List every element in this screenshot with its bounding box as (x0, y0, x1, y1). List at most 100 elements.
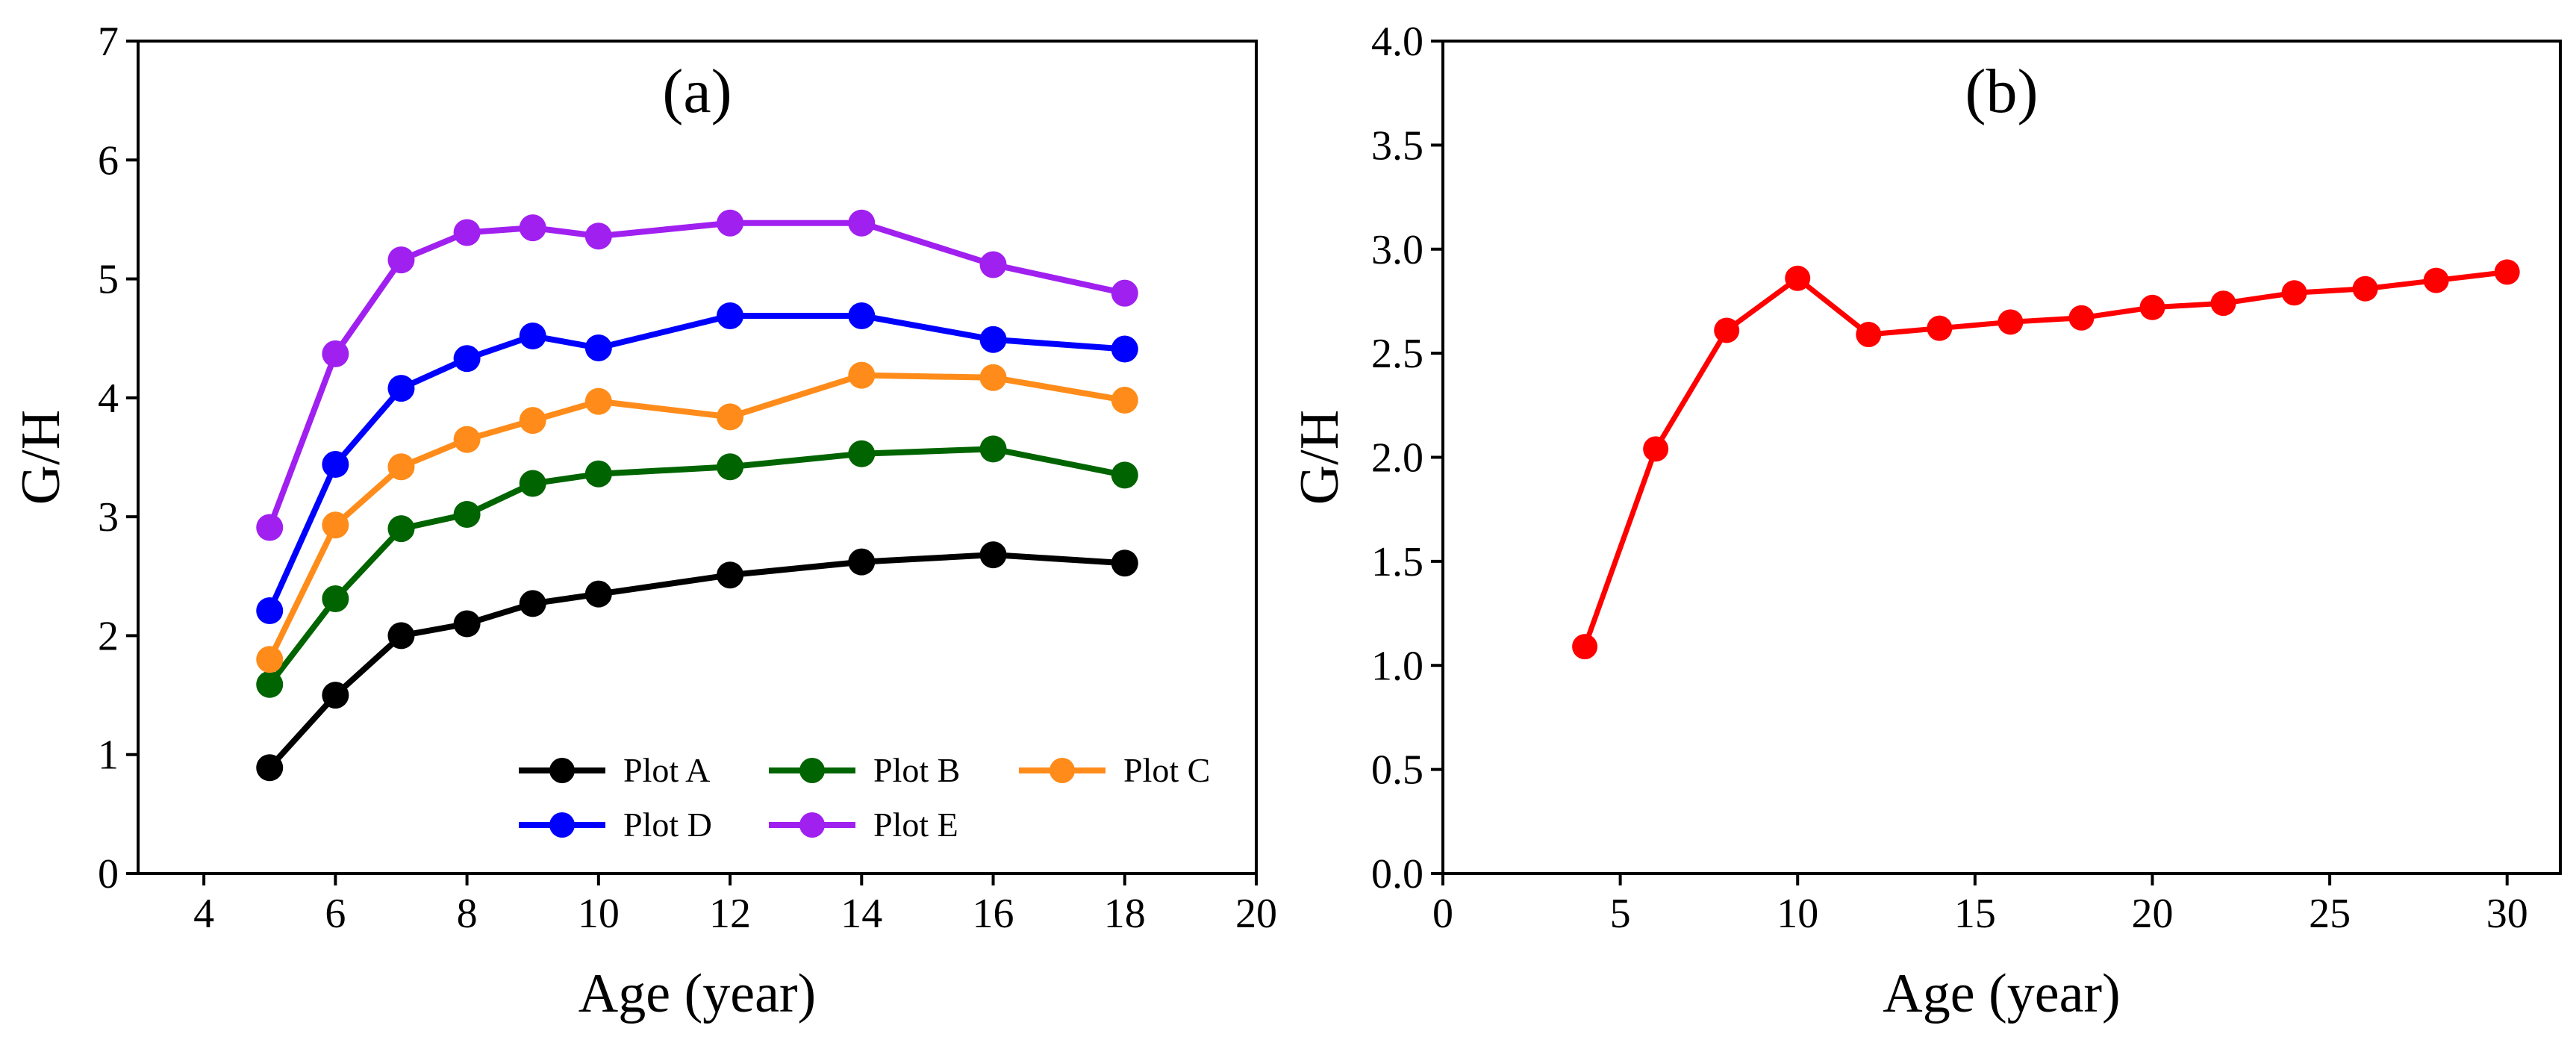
y-tick-label: 1.5 (1371, 539, 1423, 585)
series-line (266, 219, 1126, 529)
data-point (2210, 290, 2236, 317)
data-point (519, 590, 546, 617)
data-point (256, 754, 284, 782)
data-point (848, 209, 876, 237)
x-tick-label: 30 (2486, 891, 2528, 937)
data-point (717, 403, 744, 431)
data-point (387, 515, 415, 543)
data-point (979, 541, 1007, 569)
legend-swatch-marker (549, 812, 575, 838)
panel-label: (a) (662, 57, 732, 126)
data-point (1998, 309, 2024, 335)
data-point (848, 361, 876, 389)
data-point (453, 426, 481, 453)
data-point (2423, 267, 2449, 293)
data-point (979, 364, 1007, 391)
x-tick-label: 10 (1777, 891, 1818, 937)
data-point (848, 548, 876, 576)
y-tick-label: 1.0 (1371, 643, 1423, 689)
y-tick-label: 0 (98, 851, 119, 897)
data-point (453, 345, 481, 373)
data-point (387, 622, 415, 650)
y-tick-label: 4 (98, 376, 119, 422)
data-point (453, 219, 481, 246)
data-point (1572, 634, 1598, 660)
legend-swatch-marker (549, 758, 575, 783)
series-line (267, 552, 1126, 770)
data-point (584, 387, 612, 415)
data-point (2139, 294, 2165, 320)
data-point (717, 561, 744, 589)
x-tick-label: 18 (1104, 891, 1146, 937)
data-point (717, 209, 744, 237)
y-tick-label: 7 (98, 19, 119, 65)
legend-label: Plot B (873, 751, 960, 789)
data-point (1643, 436, 1669, 462)
y-tick-label: 3.5 (1371, 122, 1423, 169)
data-point (453, 500, 481, 528)
chart-panel-b: 0 5 10 15 20 25 30 0.0 0.5 1.0 1.5 2.0 2.5 3.0 3.5 4.0 A… (1289, 19, 2562, 1024)
panel-label: (b) (1965, 57, 2039, 126)
data-point (979, 326, 1007, 353)
data-point (1856, 322, 1882, 348)
data-point (584, 460, 612, 488)
data-point (387, 246, 415, 274)
data-point (848, 302, 876, 329)
data-point (519, 470, 546, 497)
data-point (848, 440, 876, 467)
data-point (717, 302, 744, 329)
data-point (453, 610, 481, 638)
legend-swatch-marker (1050, 758, 1075, 783)
data-point (1111, 279, 1138, 307)
y-tick-label: 2.0 (1371, 435, 1423, 482)
x-tick-label: 6 (325, 891, 346, 937)
data-point (584, 222, 612, 250)
data-point (322, 451, 349, 479)
data-point (584, 334, 612, 361)
series-line (267, 446, 1126, 687)
y-tick-label: 2 (98, 613, 119, 659)
x-tick-label: 4 (193, 891, 214, 937)
data-point (2352, 275, 2378, 302)
legend-label: Plot D (623, 806, 712, 844)
plot-frame (137, 40, 1258, 875)
x-tick-label: 20 (1235, 891, 1277, 937)
y-tick-label: 6 (98, 137, 119, 184)
data-point (1785, 265, 1811, 291)
y-tick-label: 0.0 (1371, 851, 1423, 897)
y-tick-label: 2.5 (1371, 331, 1423, 377)
legend-swatch-marker (799, 812, 825, 838)
data-point (256, 514, 284, 541)
data-point (1111, 549, 1138, 577)
data-point (519, 323, 546, 350)
legend-label: Plot C (1123, 751, 1210, 789)
x-tick-label: 8 (457, 891, 478, 937)
data-point (1111, 335, 1138, 363)
y-tick-label: 3 (98, 494, 119, 541)
data-point (322, 585, 349, 613)
data-point (387, 375, 415, 402)
x-tick-label: 0 (1432, 891, 1453, 937)
data-point (717, 453, 744, 481)
data-point (2494, 259, 2520, 285)
series-line (266, 312, 1126, 612)
x-tick-label: 25 (2309, 891, 2351, 937)
y-tick-label: 4.0 (1371, 19, 1423, 65)
data-point (979, 435, 1007, 463)
legend-swatch-marker (799, 758, 825, 783)
y-tick-label: 0.5 (1371, 747, 1423, 794)
data-point (519, 407, 546, 435)
plot-frame (1441, 40, 2562, 875)
data-point (584, 580, 612, 608)
data-point (387, 453, 415, 481)
data-point (979, 251, 1007, 278)
y-tick-label: 1 (98, 732, 119, 779)
data-point (256, 597, 284, 624)
x-axis-title: Age (year) (578, 963, 816, 1024)
series-line (266, 372, 1126, 661)
data-point (322, 340, 349, 367)
data-point (1714, 317, 1740, 343)
data-point (256, 670, 284, 698)
x-axis-title: Age (year) (1883, 963, 2120, 1024)
